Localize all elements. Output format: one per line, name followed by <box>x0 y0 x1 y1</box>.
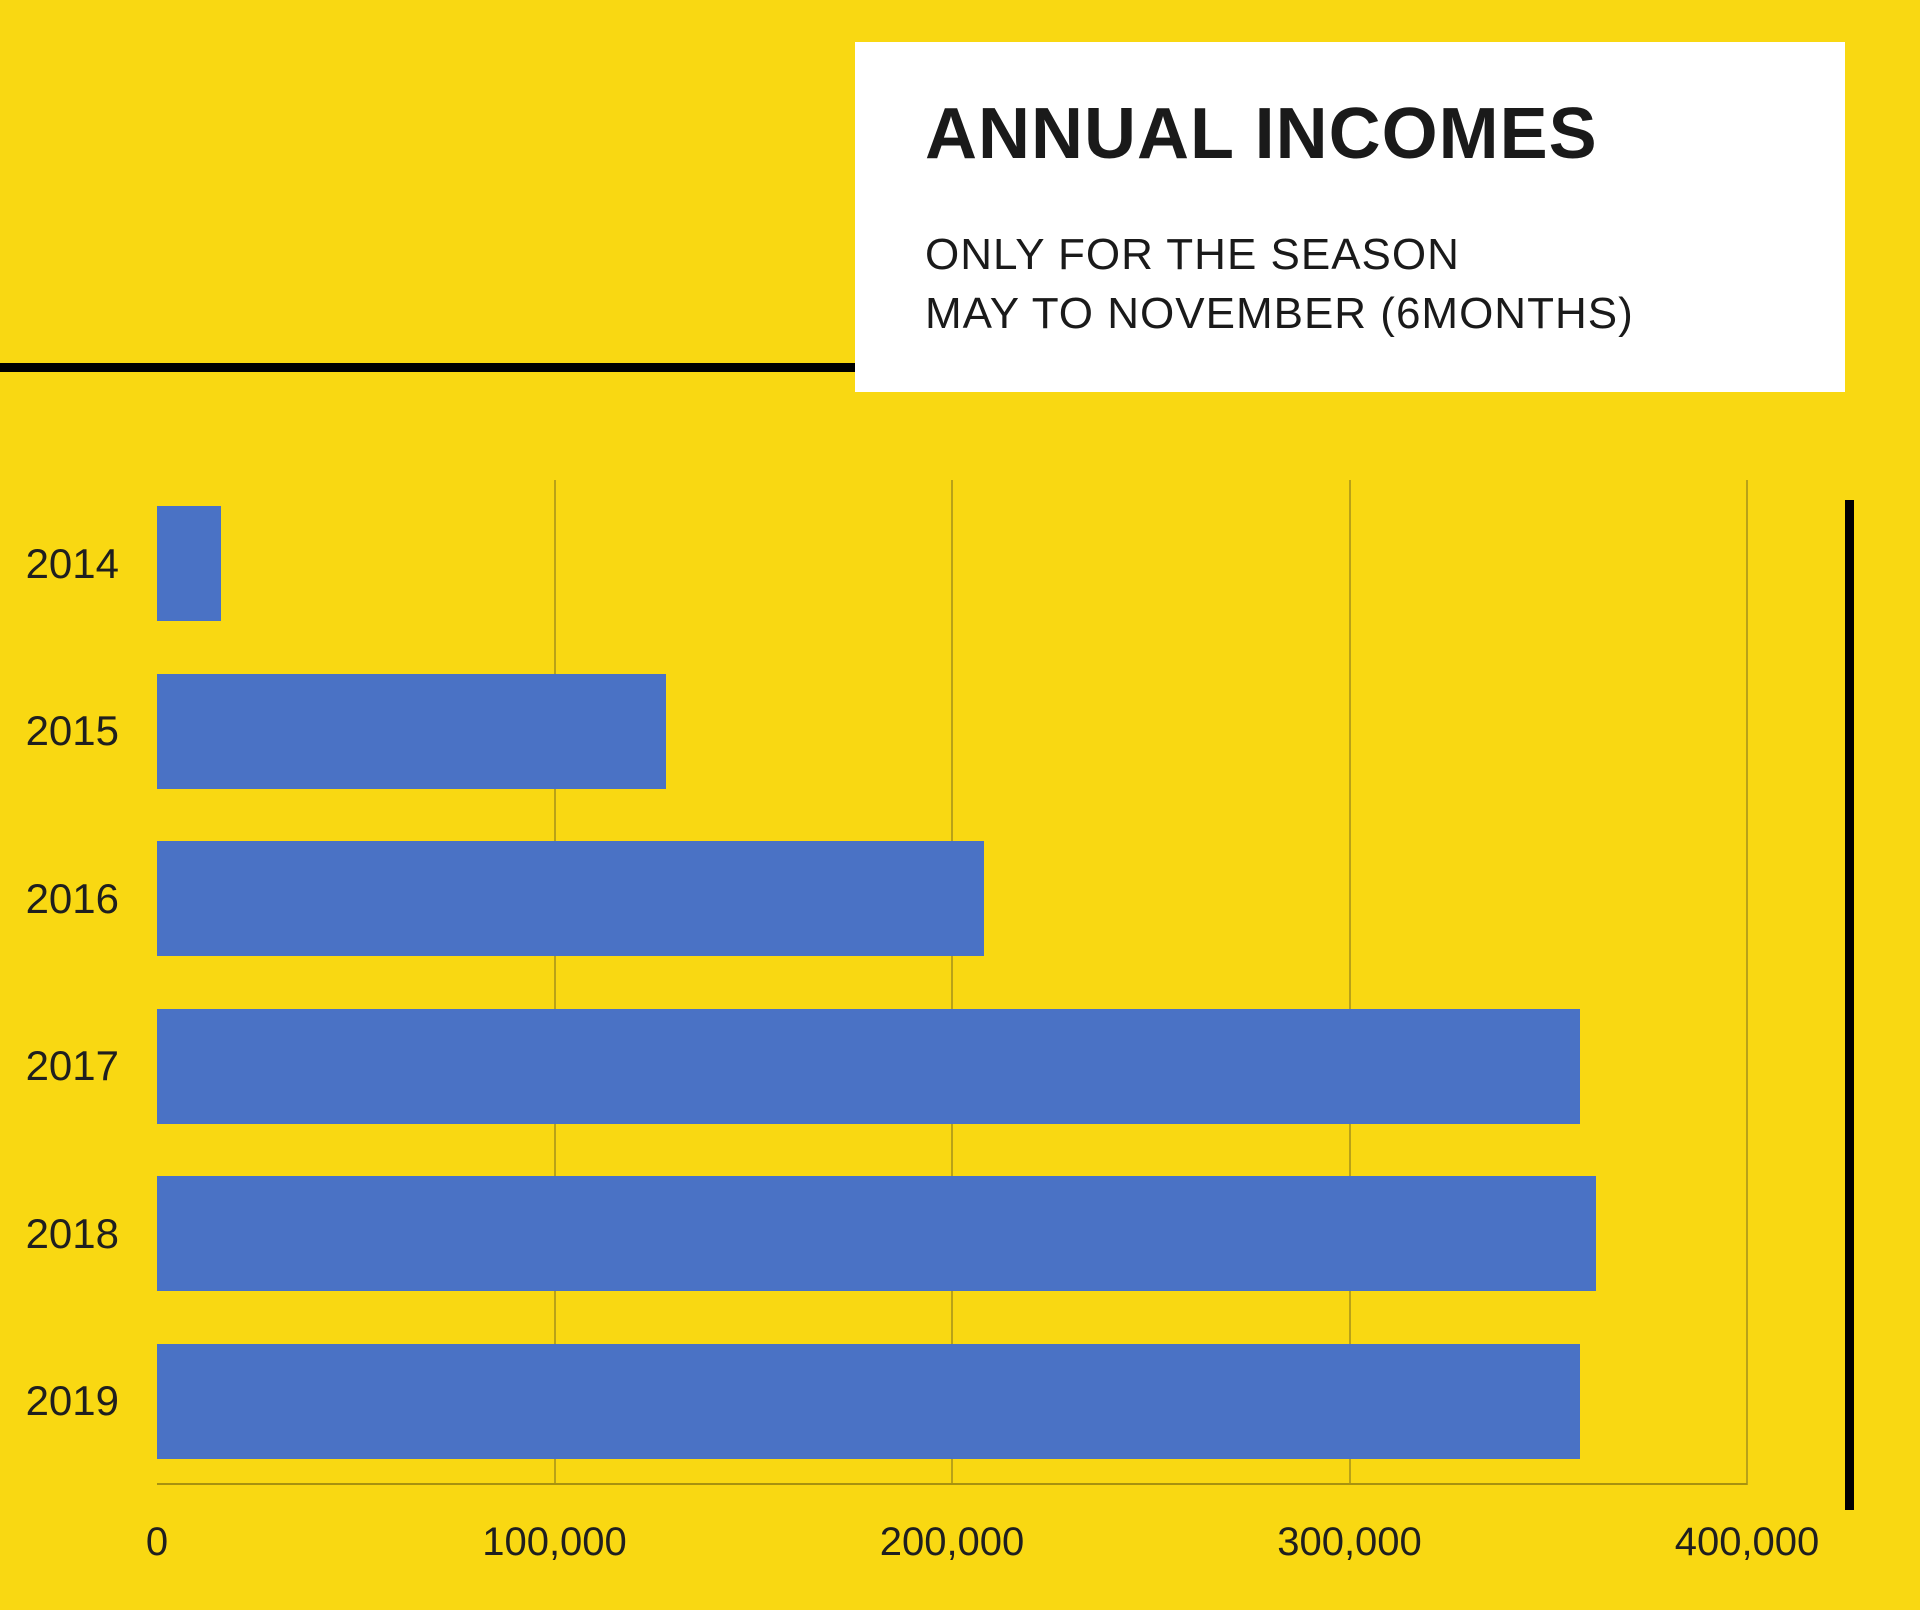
x-axis-label: 400,000 <box>1675 1520 1820 1565</box>
bar-chart: 2014201520162017201820190100,000200,0003… <box>157 480 1747 1485</box>
bar <box>157 841 984 956</box>
y-axis-label: 2016 <box>26 875 119 923</box>
bar <box>157 1344 1580 1459</box>
gridline <box>951 480 953 1485</box>
subtitle-line2: MAY TO NOVEMBER (6MONTHS) <box>925 289 1634 338</box>
subtitle-line1: ONLY FOR THE SEASON <box>925 230 1460 279</box>
x-axis-baseline <box>157 1483 1747 1485</box>
y-axis-label: 2017 <box>26 1042 119 1090</box>
gridline <box>554 480 556 1485</box>
y-axis-label: 2014 <box>26 540 119 588</box>
right-vertical-rule <box>1845 500 1854 1510</box>
gridline <box>1349 480 1351 1485</box>
bar <box>157 1176 1596 1291</box>
x-axis-label: 300,000 <box>1277 1520 1422 1565</box>
chart-canvas: ANNUAL INCOMES ONLY FOR THE SEASON MAY T… <box>0 0 1920 1610</box>
bar <box>157 506 221 621</box>
chart-title: ANNUAL INCOMES <box>925 97 1845 173</box>
x-axis-label: 0 <box>146 1520 168 1565</box>
plot-area <box>157 480 1747 1485</box>
title-card: ANNUAL INCOMES ONLY FOR THE SEASON MAY T… <box>855 42 1845 392</box>
top-horizontal-rule <box>0 363 935 372</box>
y-axis-label: 2018 <box>26 1210 119 1258</box>
x-axis-label: 100,000 <box>482 1520 627 1565</box>
bar <box>157 1009 1580 1124</box>
y-axis-label: 2015 <box>26 707 119 755</box>
chart-subtitle: ONLY FOR THE SEASON MAY TO NOVEMBER (6MO… <box>925 225 1845 344</box>
gridline <box>1746 480 1748 1485</box>
bar <box>157 674 666 789</box>
y-axis-label: 2019 <box>26 1377 119 1425</box>
x-axis-label: 200,000 <box>880 1520 1025 1565</box>
